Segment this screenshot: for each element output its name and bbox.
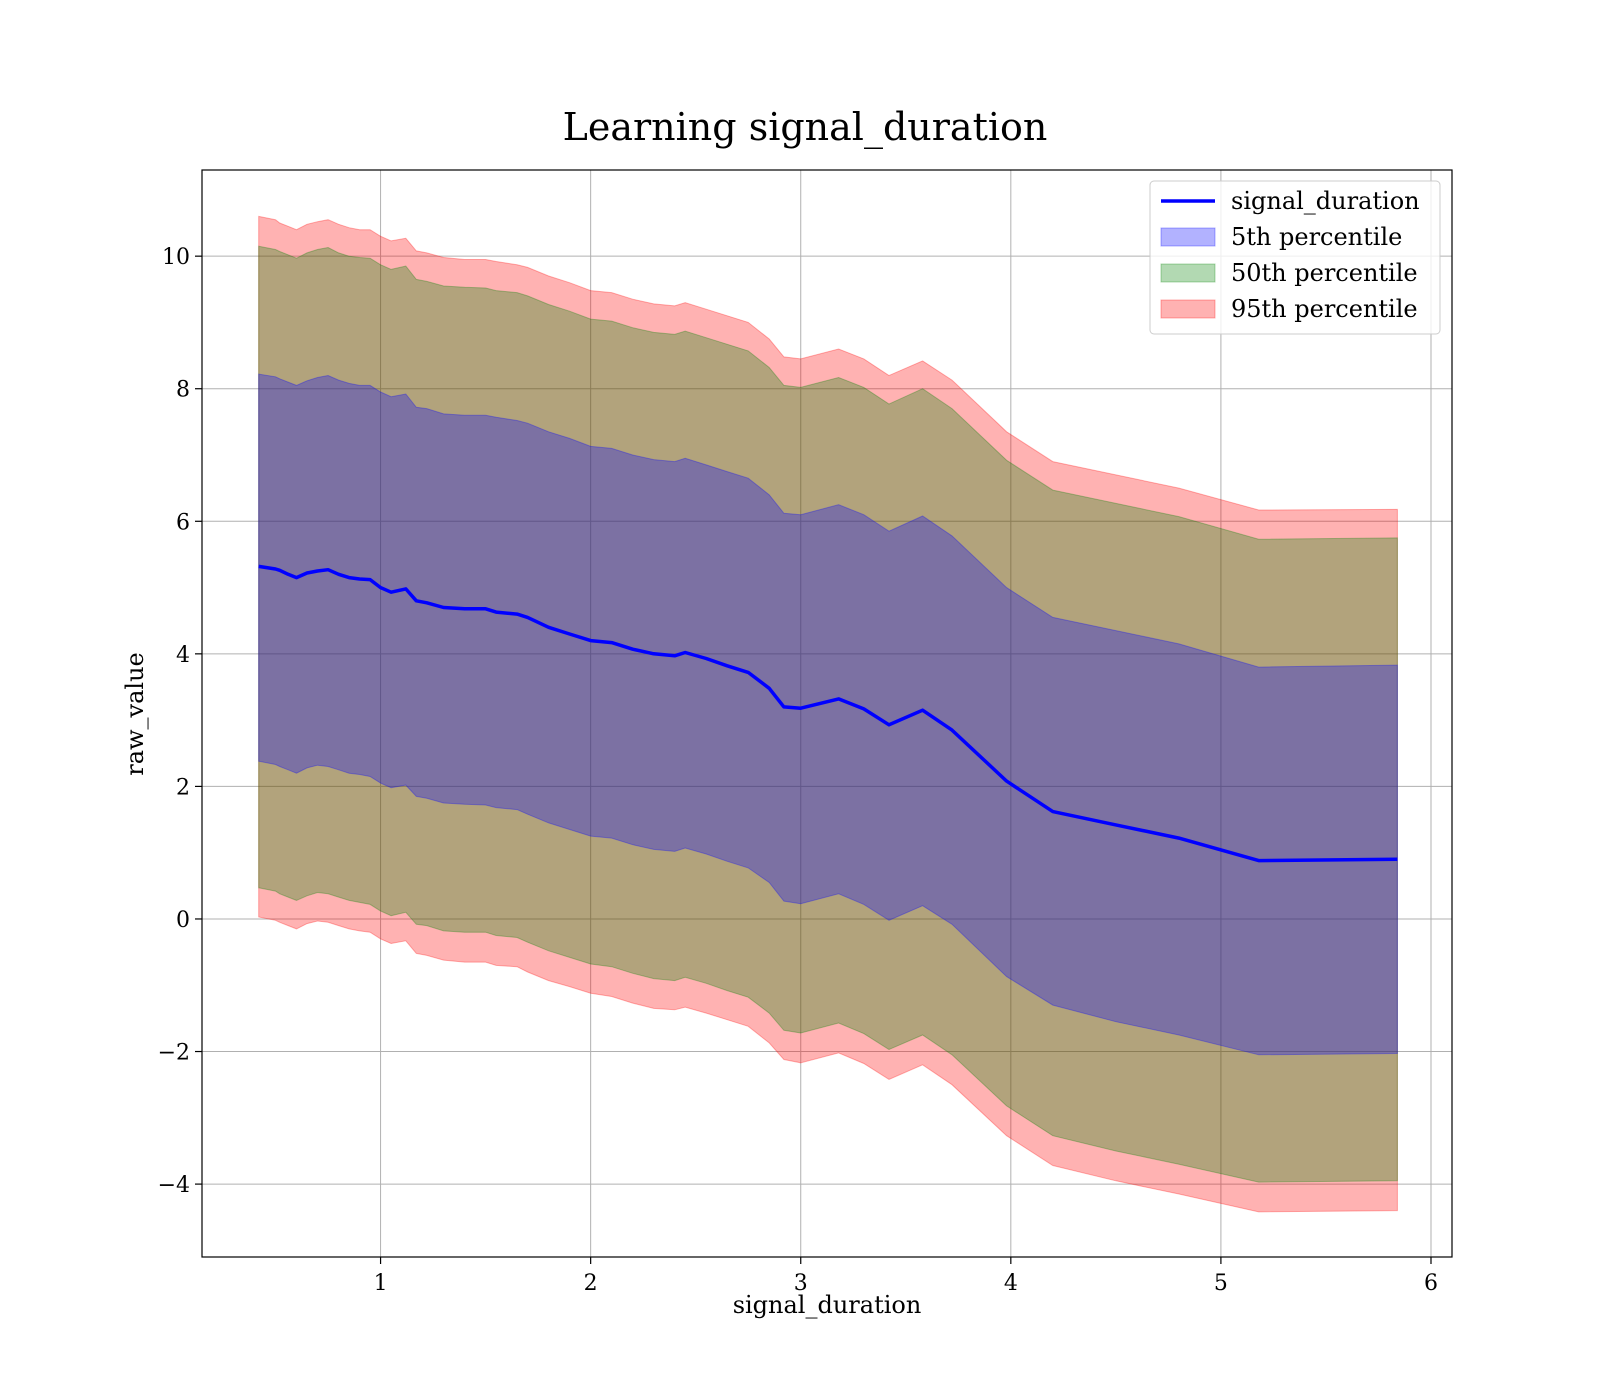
series-line-group [258,564,1398,863]
legend-label: 95th percentile [1231,295,1418,323]
series-line-signal-duration [258,564,1398,863]
x-tick-label: 6 [1424,1271,1438,1296]
y-axis-ticks: −4 −2 0 2 4 6 8 10 [158,245,202,1198]
grid [202,170,1452,1257]
y-tick-label: 2 [176,775,190,800]
plot-frame [201,169,1453,1258]
legend-label: 5th percentile [1231,223,1402,251]
y-tick-label: 4 [176,643,190,668]
x-tick-label: 5 [1214,1271,1228,1296]
y-tick-label: −2 [158,1041,190,1066]
legend-swatch-patch [1160,299,1216,319]
band-95th-percentile [258,215,1398,1213]
y-tick-label: 8 [176,378,190,403]
y-tick-label: 0 [176,908,190,933]
x-tick-label: 1 [374,1271,388,1296]
percentile-bands [258,215,1398,1213]
y-tick-label: −4 [158,1173,190,1198]
y-tick-label: 6 [176,510,190,535]
legend-label: 50th percentile [1231,259,1418,287]
x-tick-label: 2 [584,1271,598,1296]
legend-swatch-patch [1160,263,1216,283]
x-axis-ticks: 1 2 3 4 5 6 [374,1257,1438,1296]
x-tick-label: 3 [794,1271,808,1296]
legend-box [1149,180,1441,335]
legend-label: signal_duration [1231,187,1420,215]
y-axis-label: raw_value [121,652,149,776]
band-50th-percentile [258,245,1398,1183]
x-tick-label: 4 [1004,1271,1018,1296]
x-axis-label: signal_duration [733,1291,922,1319]
legend-swatch-patch [1160,227,1216,247]
band-5th-percentile [258,373,1398,1056]
y-tick-label: 10 [162,245,190,270]
chart-title: Learning signal_duration [563,105,1048,150]
legend: signal_duration 5th percentile 50th percen… [1149,180,1441,335]
